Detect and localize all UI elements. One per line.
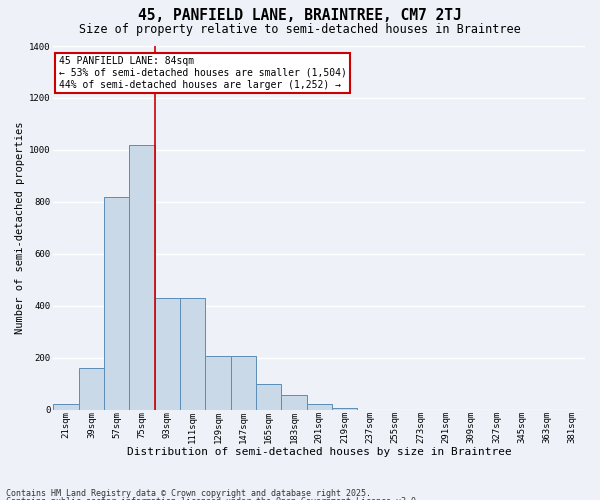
Bar (256, 384, 281, 409)
Text: Size of property relative to semi-detached houses in Braintree: Size of property relative to semi-detach… (79, 22, 521, 36)
Bar (281, 396, 307, 409)
Bar (307, 404, 332, 409)
Bar (79, 368, 104, 410)
Bar (332, 408, 357, 410)
Bar (205, 356, 230, 410)
Y-axis label: Number of semi-detached properties: Number of semi-detached properties (15, 122, 25, 334)
Text: 45, PANFIELD LANE, BRAINTREE, CM7 2TJ: 45, PANFIELD LANE, BRAINTREE, CM7 2TJ (138, 8, 462, 22)
Bar (53, 404, 79, 409)
Bar (180, 298, 205, 410)
Bar (104, 196, 130, 410)
Bar (130, 144, 155, 410)
Text: 45 PANFIELD LANE: 84sqm
← 53% of semi-detached houses are smaller (1,504)
44% of: 45 PANFIELD LANE: 84sqm ← 53% of semi-de… (59, 56, 346, 90)
Bar (230, 356, 256, 410)
Bar (155, 298, 180, 410)
Text: Contains HM Land Registry data © Crown copyright and database right 2025.: Contains HM Land Registry data © Crown c… (6, 488, 371, 498)
Text: Contains public sector information licensed under the Open Government Licence v3: Contains public sector information licen… (6, 497, 421, 500)
X-axis label: Distribution of semi-detached houses by size in Braintree: Distribution of semi-detached houses by … (127, 448, 512, 458)
